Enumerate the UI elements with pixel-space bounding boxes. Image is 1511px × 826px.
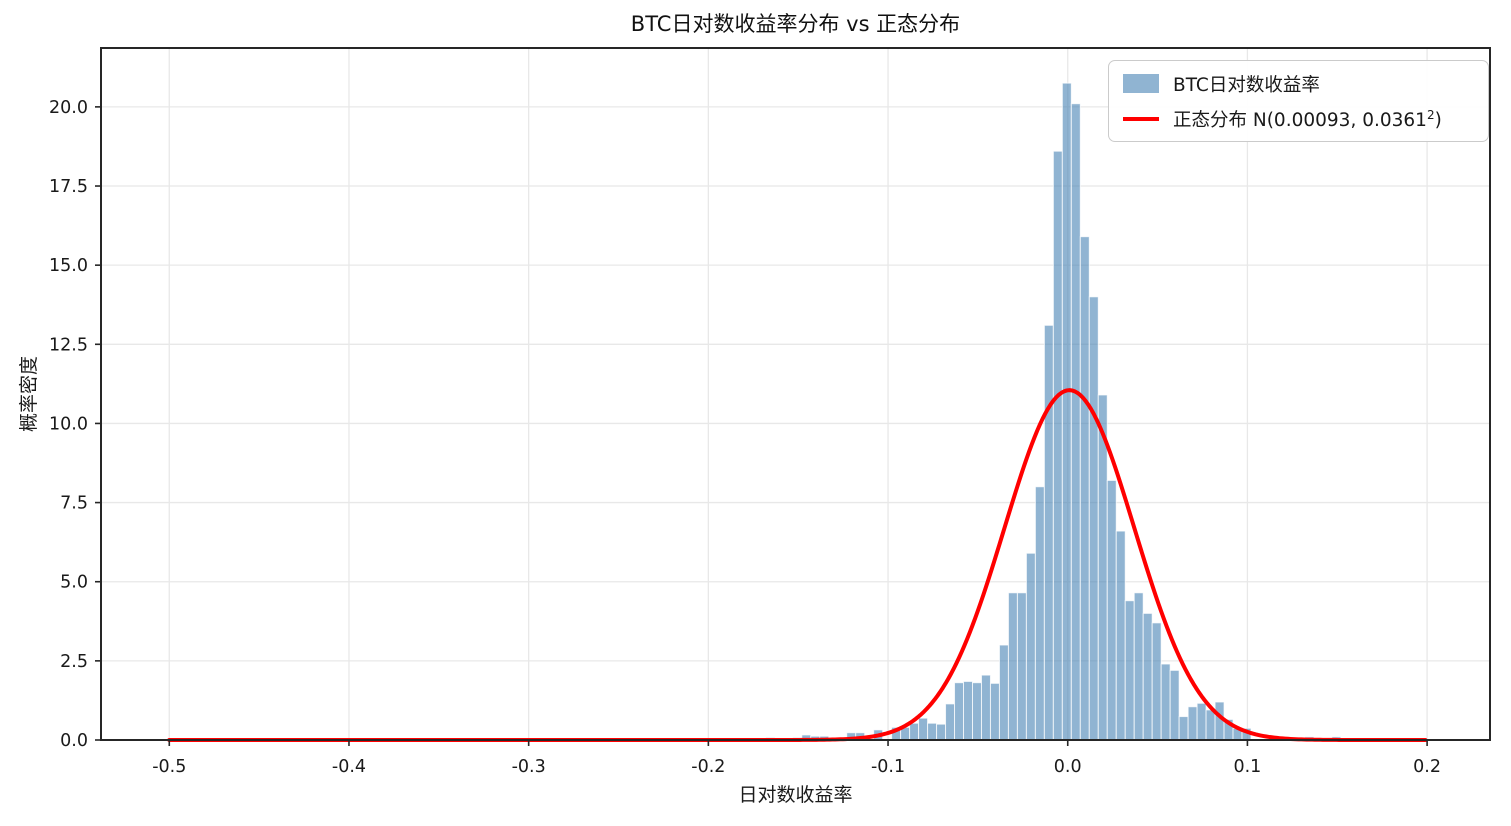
y-tick-label: 10.0 — [49, 414, 88, 434]
x-tick-label: -0.2 — [691, 757, 725, 777]
y-tick-label: 15.0 — [49, 256, 88, 276]
y-tick-label: 20.0 — [49, 98, 88, 118]
y-tick-label: 2.5 — [60, 652, 88, 672]
histogram-bar — [918, 717, 929, 741]
legend-item-histogram: BTC日对数收益率 — [1123, 70, 1474, 97]
histogram-bar — [980, 674, 991, 741]
histogram-bar — [1142, 612, 1153, 741]
histogram-bar — [1160, 663, 1171, 741]
histogram-bar — [1106, 479, 1117, 741]
x-tick-label: 0.1 — [1233, 757, 1261, 777]
histogram-bar — [971, 682, 982, 741]
histogram-bar — [1178, 716, 1189, 741]
y-axis-label: 概率密度 — [18, 355, 40, 432]
histogram-bar — [1079, 236, 1090, 741]
histogram-bar — [989, 682, 1000, 741]
histogram-bar — [945, 703, 956, 741]
histogram-bar — [963, 680, 973, 741]
y-tick-label: 12.5 — [49, 335, 88, 355]
x-tick-label: 0.0 — [1054, 757, 1082, 777]
legend-histogram-swatch — [1123, 74, 1159, 93]
histogram-bar — [1043, 324, 1054, 741]
histogram-bar — [1151, 622, 1162, 741]
normal-curve — [167, 388, 1428, 742]
legend-item-normal: 正态分布 N(0.00093, 0.03612) — [1123, 105, 1474, 132]
legend-normal-label: 正态分布 N(0.00093, 0.03612) — [1173, 107, 1442, 131]
y-tick-label: 5.0 — [60, 573, 88, 593]
x-axis-label: 日对数收益率 — [738, 784, 853, 806]
histogram-bar — [1070, 103, 1081, 741]
x-tick-label: 0.2 — [1413, 757, 1441, 777]
y-tick-label: 17.5 — [49, 177, 88, 197]
histogram-bar — [1025, 552, 1036, 741]
axes-frame — [100, 47, 1491, 741]
x-tick-label: -0.3 — [512, 757, 546, 777]
x-tick-label: -0.5 — [152, 757, 186, 777]
legend: BTC日对数收益率 正态分布 N(0.00093, 0.03612) — [1108, 60, 1489, 142]
histogram-bar — [1034, 486, 1045, 741]
y-tick-label: 7.5 — [60, 494, 88, 514]
histogram-bar — [1052, 150, 1063, 741]
histogram-bar — [1187, 706, 1198, 741]
histogram-bar — [909, 722, 920, 741]
histogram-bar — [1088, 296, 1099, 741]
histogram-bar — [1061, 82, 1072, 741]
legend-normal-line-swatch — [1123, 116, 1159, 121]
histogram-bar — [1169, 669, 1180, 741]
chart-title: BTC日对数收益率分布 vs 正态分布 — [630, 12, 961, 36]
histogram-bar — [927, 722, 938, 741]
histogram-bar — [1115, 530, 1126, 741]
histogram-bar — [936, 723, 947, 741]
histogram-bar — [1205, 709, 1216, 741]
histogram-bar — [1133, 592, 1144, 741]
histogram-bar — [954, 682, 965, 741]
x-tick-label: -0.4 — [332, 757, 366, 777]
histogram-bar — [998, 644, 1009, 741]
histogram-bar — [1124, 600, 1135, 741]
histogram-bar — [1007, 592, 1018, 741]
histogram-bar — [1196, 702, 1207, 741]
histogram-bar — [1016, 592, 1027, 741]
legend-histogram-label: BTC日对数收益率 — [1173, 74, 1320, 96]
x-tick-label: -0.1 — [871, 757, 905, 777]
y-tick-label: 0.0 — [60, 731, 88, 751]
